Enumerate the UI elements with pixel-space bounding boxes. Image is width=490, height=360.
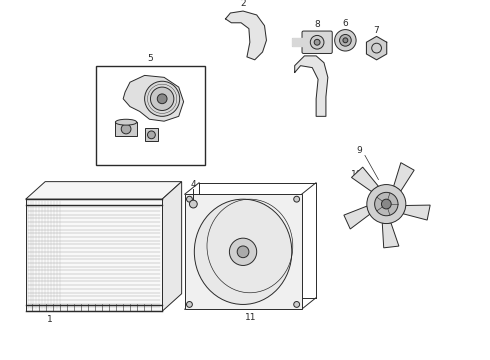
- Circle shape: [187, 302, 193, 307]
- Polygon shape: [162, 182, 182, 311]
- Circle shape: [229, 238, 257, 265]
- Text: 9: 9: [356, 146, 362, 155]
- Polygon shape: [382, 223, 399, 248]
- Text: 7: 7: [374, 26, 379, 35]
- Text: 1: 1: [47, 315, 53, 324]
- Polygon shape: [294, 56, 328, 116]
- Circle shape: [150, 87, 174, 111]
- Text: 11: 11: [245, 312, 257, 321]
- Polygon shape: [225, 11, 267, 60]
- Polygon shape: [25, 182, 182, 199]
- Circle shape: [343, 38, 348, 43]
- Polygon shape: [185, 194, 301, 309]
- Text: 2: 2: [240, 0, 246, 8]
- Text: 4: 4: [191, 180, 196, 189]
- Circle shape: [340, 35, 351, 46]
- Circle shape: [147, 131, 155, 139]
- Polygon shape: [351, 167, 378, 192]
- Text: 10: 10: [351, 170, 363, 179]
- Circle shape: [294, 196, 299, 202]
- Text: 6: 6: [343, 19, 348, 28]
- Circle shape: [190, 200, 197, 208]
- FancyBboxPatch shape: [302, 31, 332, 54]
- Text: 8: 8: [115, 107, 120, 116]
- Circle shape: [187, 196, 193, 202]
- Polygon shape: [145, 128, 158, 141]
- Bar: [25, 199, 162, 311]
- Circle shape: [237, 246, 249, 258]
- Ellipse shape: [195, 199, 292, 305]
- Circle shape: [121, 124, 131, 134]
- Circle shape: [375, 192, 398, 216]
- Circle shape: [335, 30, 356, 51]
- Text: 3: 3: [303, 44, 309, 53]
- Circle shape: [310, 35, 324, 49]
- Bar: [96, 66, 205, 165]
- Circle shape: [314, 39, 320, 45]
- Polygon shape: [115, 122, 137, 136]
- Text: 8: 8: [314, 20, 320, 29]
- Text: 9: 9: [149, 107, 154, 116]
- Polygon shape: [367, 36, 387, 60]
- Polygon shape: [123, 75, 184, 121]
- Polygon shape: [393, 163, 414, 191]
- Circle shape: [294, 302, 299, 307]
- Circle shape: [367, 185, 406, 224]
- Text: 5: 5: [147, 54, 153, 63]
- Circle shape: [145, 81, 180, 116]
- Circle shape: [157, 94, 167, 104]
- Polygon shape: [403, 205, 430, 220]
- Polygon shape: [344, 206, 370, 229]
- Circle shape: [381, 199, 391, 209]
- Polygon shape: [292, 39, 303, 46]
- Ellipse shape: [115, 119, 137, 125]
